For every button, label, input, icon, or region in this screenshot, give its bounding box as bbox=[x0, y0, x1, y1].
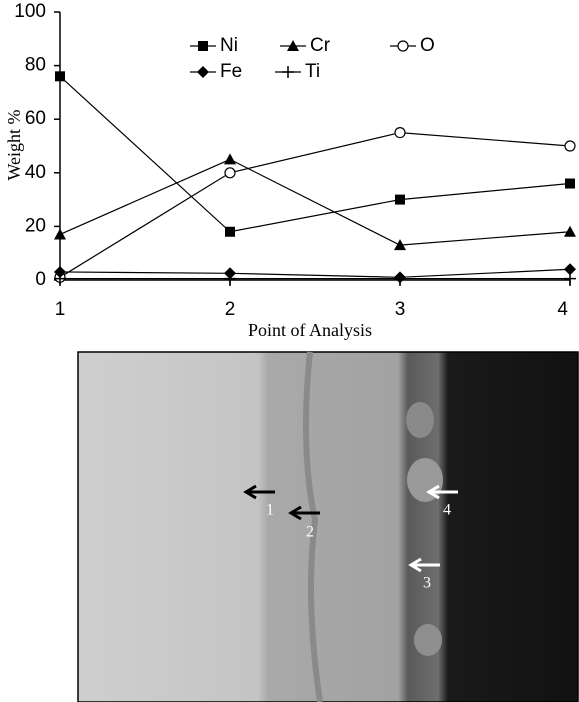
particle bbox=[407, 458, 443, 502]
marker bbox=[564, 263, 576, 276]
particle bbox=[406, 402, 434, 438]
marker bbox=[565, 178, 575, 189]
x-tick-label: 3 bbox=[395, 299, 406, 320]
series-line bbox=[59, 268, 571, 278]
y-tick-label: 80 bbox=[25, 55, 46, 76]
x-tick-label: 1 bbox=[55, 299, 66, 320]
point-label: 1 bbox=[266, 502, 274, 519]
legend-label: Cr bbox=[310, 35, 331, 56]
y-tick-label: 100 bbox=[14, 1, 46, 22]
legend-label: Fe bbox=[220, 61, 242, 82]
marker bbox=[225, 226, 235, 237]
point-label: 4 bbox=[443, 502, 451, 519]
marker bbox=[54, 228, 66, 240]
marker bbox=[564, 225, 576, 237]
arrow bbox=[408, 557, 440, 573]
y-tick-label: 0 bbox=[35, 269, 46, 290]
marker bbox=[394, 239, 406, 251]
micrograph: 1 2 3 4 bbox=[77, 351, 579, 702]
y-tick-label: 40 bbox=[25, 162, 46, 183]
arrow bbox=[426, 484, 458, 500]
marker bbox=[224, 272, 236, 285]
legend-marker bbox=[198, 41, 208, 51]
legend-label: O bbox=[420, 35, 435, 56]
marker bbox=[55, 71, 65, 82]
marker bbox=[564, 272, 576, 285]
arrow bbox=[243, 484, 275, 500]
marker bbox=[224, 167, 236, 179]
micrograph-image bbox=[77, 351, 579, 702]
x-tick-label: 4 bbox=[557, 299, 568, 320]
y-tick-label: 60 bbox=[25, 108, 46, 129]
legend-label: Ti bbox=[305, 61, 320, 82]
oxide-boundary bbox=[303, 351, 323, 702]
legend-marker bbox=[397, 40, 409, 52]
series-line bbox=[59, 131, 571, 278]
marker bbox=[54, 272, 66, 285]
y-axis-label: Weight % bbox=[4, 109, 24, 180]
series-line bbox=[59, 75, 571, 233]
point-label: 2 bbox=[306, 524, 314, 541]
legend-marker bbox=[197, 66, 209, 78]
series-line bbox=[59, 158, 571, 246]
marker bbox=[395, 194, 405, 205]
legend-marker bbox=[287, 40, 299, 51]
point-label: 3 bbox=[423, 575, 431, 592]
y-tick-label: 20 bbox=[25, 215, 46, 236]
x-tick-label: 2 bbox=[225, 299, 236, 320]
arrow bbox=[288, 505, 320, 521]
legend-marker bbox=[282, 66, 294, 78]
marker bbox=[54, 265, 66, 278]
particle bbox=[414, 624, 442, 656]
marker bbox=[564, 140, 576, 152]
marker bbox=[224, 153, 236, 165]
legend-label: Ni bbox=[220, 35, 238, 56]
marker bbox=[394, 272, 406, 285]
marker bbox=[394, 127, 406, 139]
x-axis-label: Point of Analysis bbox=[248, 320, 372, 340]
